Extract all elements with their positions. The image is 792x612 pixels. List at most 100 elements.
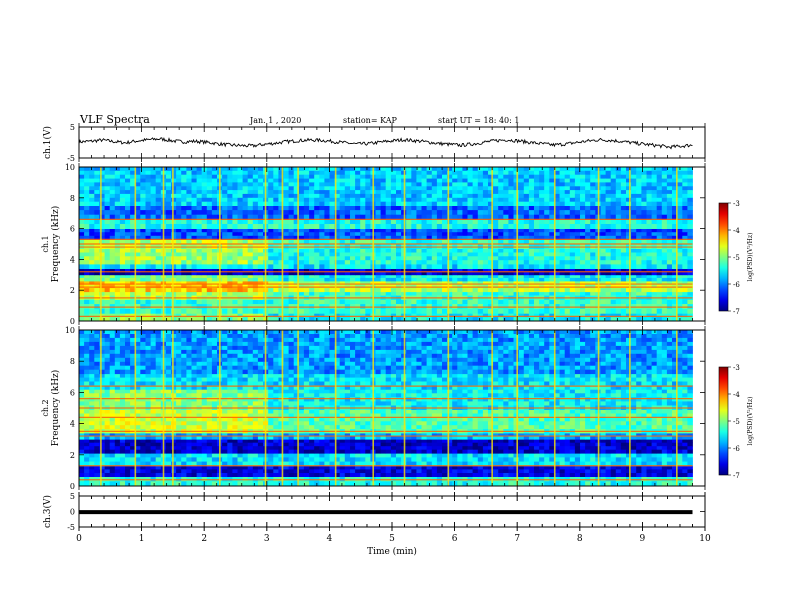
- spectrogram-cell: [206, 268, 213, 273]
- spectrogram-cell: [620, 167, 627, 172]
- spectrogram-cell: [145, 182, 151, 187]
- spectrogram-cell: [288, 178, 295, 183]
- spectrogram-cell: [84, 174, 90, 179]
- spectrogram-cell: [140, 228, 146, 233]
- spectrogram-cell: [528, 224, 535, 229]
- spectrogram-cell: [314, 219, 320, 225]
- spectrogram-cell: [196, 260, 203, 265]
- spectrogram-cell: [237, 235, 243, 240]
- spectrogram-cell: [636, 268, 642, 273]
- spectrogram-cell: [646, 308, 652, 314]
- spectrogram-cell: [574, 197, 581, 203]
- spectrogram-cell: [211, 232, 218, 237]
- spectrogram-cell: [176, 170, 182, 176]
- spectrogram-cell: [79, 190, 85, 195]
- spectrogram-cell: [84, 268, 90, 273]
- spectrogram-cell: [119, 248, 126, 253]
- spectrogram-cell: [518, 271, 525, 276]
- spectrogram-cell: [114, 260, 121, 265]
- spectrogram-cell: [559, 210, 566, 216]
- spectrogram-cell: [89, 167, 95, 172]
- spectrogram-cell: [176, 271, 182, 276]
- spectrogram-cell: [135, 201, 141, 206]
- spectrogram-cell: [498, 252, 504, 257]
- spectrogram-cell: [130, 214, 136, 220]
- spectrogram-cell: [334, 174, 341, 179]
- spectrogram-cell: [518, 260, 525, 265]
- spectrogram-cell: [447, 197, 453, 203]
- spectrogram-cell: [493, 264, 499, 269]
- spectrogram-cell: [186, 260, 192, 265]
- spectrogram-cell: [626, 228, 632, 233]
- spectrogram-cell: [196, 317, 203, 322]
- spectrogram-cell: [687, 299, 693, 305]
- spectrogram-cell: [585, 256, 591, 261]
- spectrogram-cell: [396, 235, 402, 240]
- spectrogram-cell: [303, 274, 310, 279]
- spectrogram-cell: [666, 264, 673, 269]
- spectrogram-cell: [610, 201, 617, 206]
- spectrogram-cell: [590, 167, 596, 172]
- spectrogram-cell: [600, 167, 606, 172]
- spectrogram-cell: [222, 256, 228, 261]
- spectrogram-cell: [462, 170, 468, 176]
- spectrogram-cell: [211, 174, 218, 179]
- spectrogram-cell: [303, 167, 310, 172]
- spectrogram-cell: [109, 170, 116, 176]
- spectrogram-cell: [411, 214, 417, 220]
- spectrogram-cell: [334, 291, 341, 296]
- spectrogram-cell: [564, 264, 571, 269]
- spectrogram-cell: [365, 186, 371, 191]
- spectrogram-cell: [135, 205, 141, 211]
- spectrogram-cell: [472, 264, 479, 269]
- spectrogram-cell: [447, 252, 453, 257]
- spectrogram-cell: [191, 174, 197, 179]
- spectrogram-cell: [421, 182, 427, 187]
- spectrogram-cell: [447, 167, 453, 172]
- spectrogram-cell: [585, 197, 591, 203]
- spectrogram-cell: [385, 299, 392, 305]
- spectrogram-cell: [176, 182, 182, 187]
- spectrogram-cell: [421, 260, 427, 265]
- spectrogram-cell: [247, 313, 254, 318]
- spectrogram-cell: [406, 264, 412, 269]
- spectrogram-cell: [436, 288, 443, 293]
- spectrogram-cell: [181, 264, 187, 269]
- spectrogram-cell: [350, 182, 356, 187]
- spectrogram-cell: [564, 205, 571, 211]
- spectrogram-cell: [186, 190, 192, 195]
- spectrogram-cell: [365, 201, 371, 206]
- spectrogram-cell: [360, 264, 366, 269]
- spectrogram-cell: [227, 264, 233, 269]
- spectrogram-cell: [467, 190, 473, 195]
- spectrogram-cell: [176, 260, 182, 265]
- spectrogram-cell: [620, 291, 627, 296]
- spectrogram-cell: [462, 235, 468, 240]
- spectrogram-cell: [477, 232, 484, 237]
- spectrogram-cell: [257, 178, 264, 183]
- spectrogram-cell: [682, 252, 688, 257]
- spectrogram-cell: [677, 219, 683, 225]
- spectrogram-cell: [672, 170, 678, 176]
- spectrogram-cell: [222, 291, 228, 296]
- spectrogram-cell: [334, 248, 341, 253]
- spectrogram-cell: [319, 277, 325, 282]
- spectrogram-cell: [232, 210, 238, 216]
- spectrogram-cell: [79, 248, 85, 253]
- spectrogram-cell: [293, 228, 300, 233]
- spectrogram-cell: [436, 210, 443, 216]
- spectrogram-cell: [278, 178, 284, 183]
- spectrogram-cell: [467, 232, 473, 237]
- spectrogram-cell: [155, 299, 162, 305]
- spectrogram-cell: [186, 235, 192, 240]
- spectrogram-cell: [477, 299, 484, 305]
- spectrogram-cell: [298, 281, 305, 285]
- spectrogram-cell: [365, 182, 371, 187]
- spectrogram-cell: [518, 228, 525, 233]
- spectrogram-cell: [631, 186, 637, 191]
- spectrogram-cell: [549, 210, 555, 216]
- spectrogram-cell: [411, 252, 417, 257]
- spectrogram-cell: [181, 271, 187, 276]
- spectrogram-cell: [350, 264, 356, 269]
- spectrogram-cell: [513, 190, 519, 195]
